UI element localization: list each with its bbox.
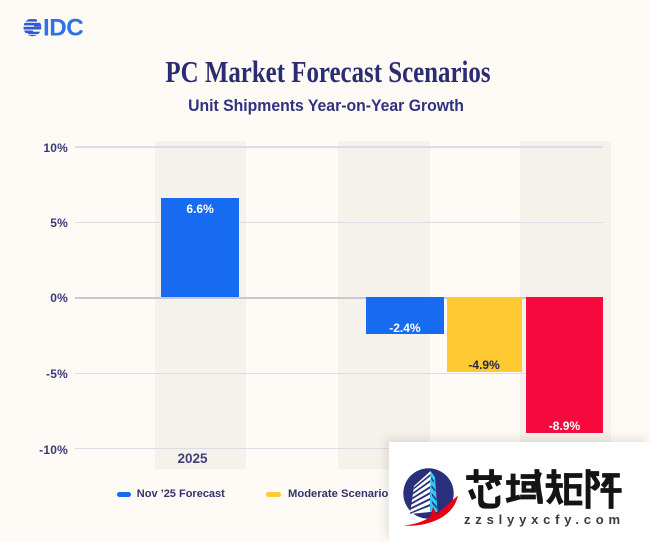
svg-text:IDC: IDC: [43, 14, 83, 41]
